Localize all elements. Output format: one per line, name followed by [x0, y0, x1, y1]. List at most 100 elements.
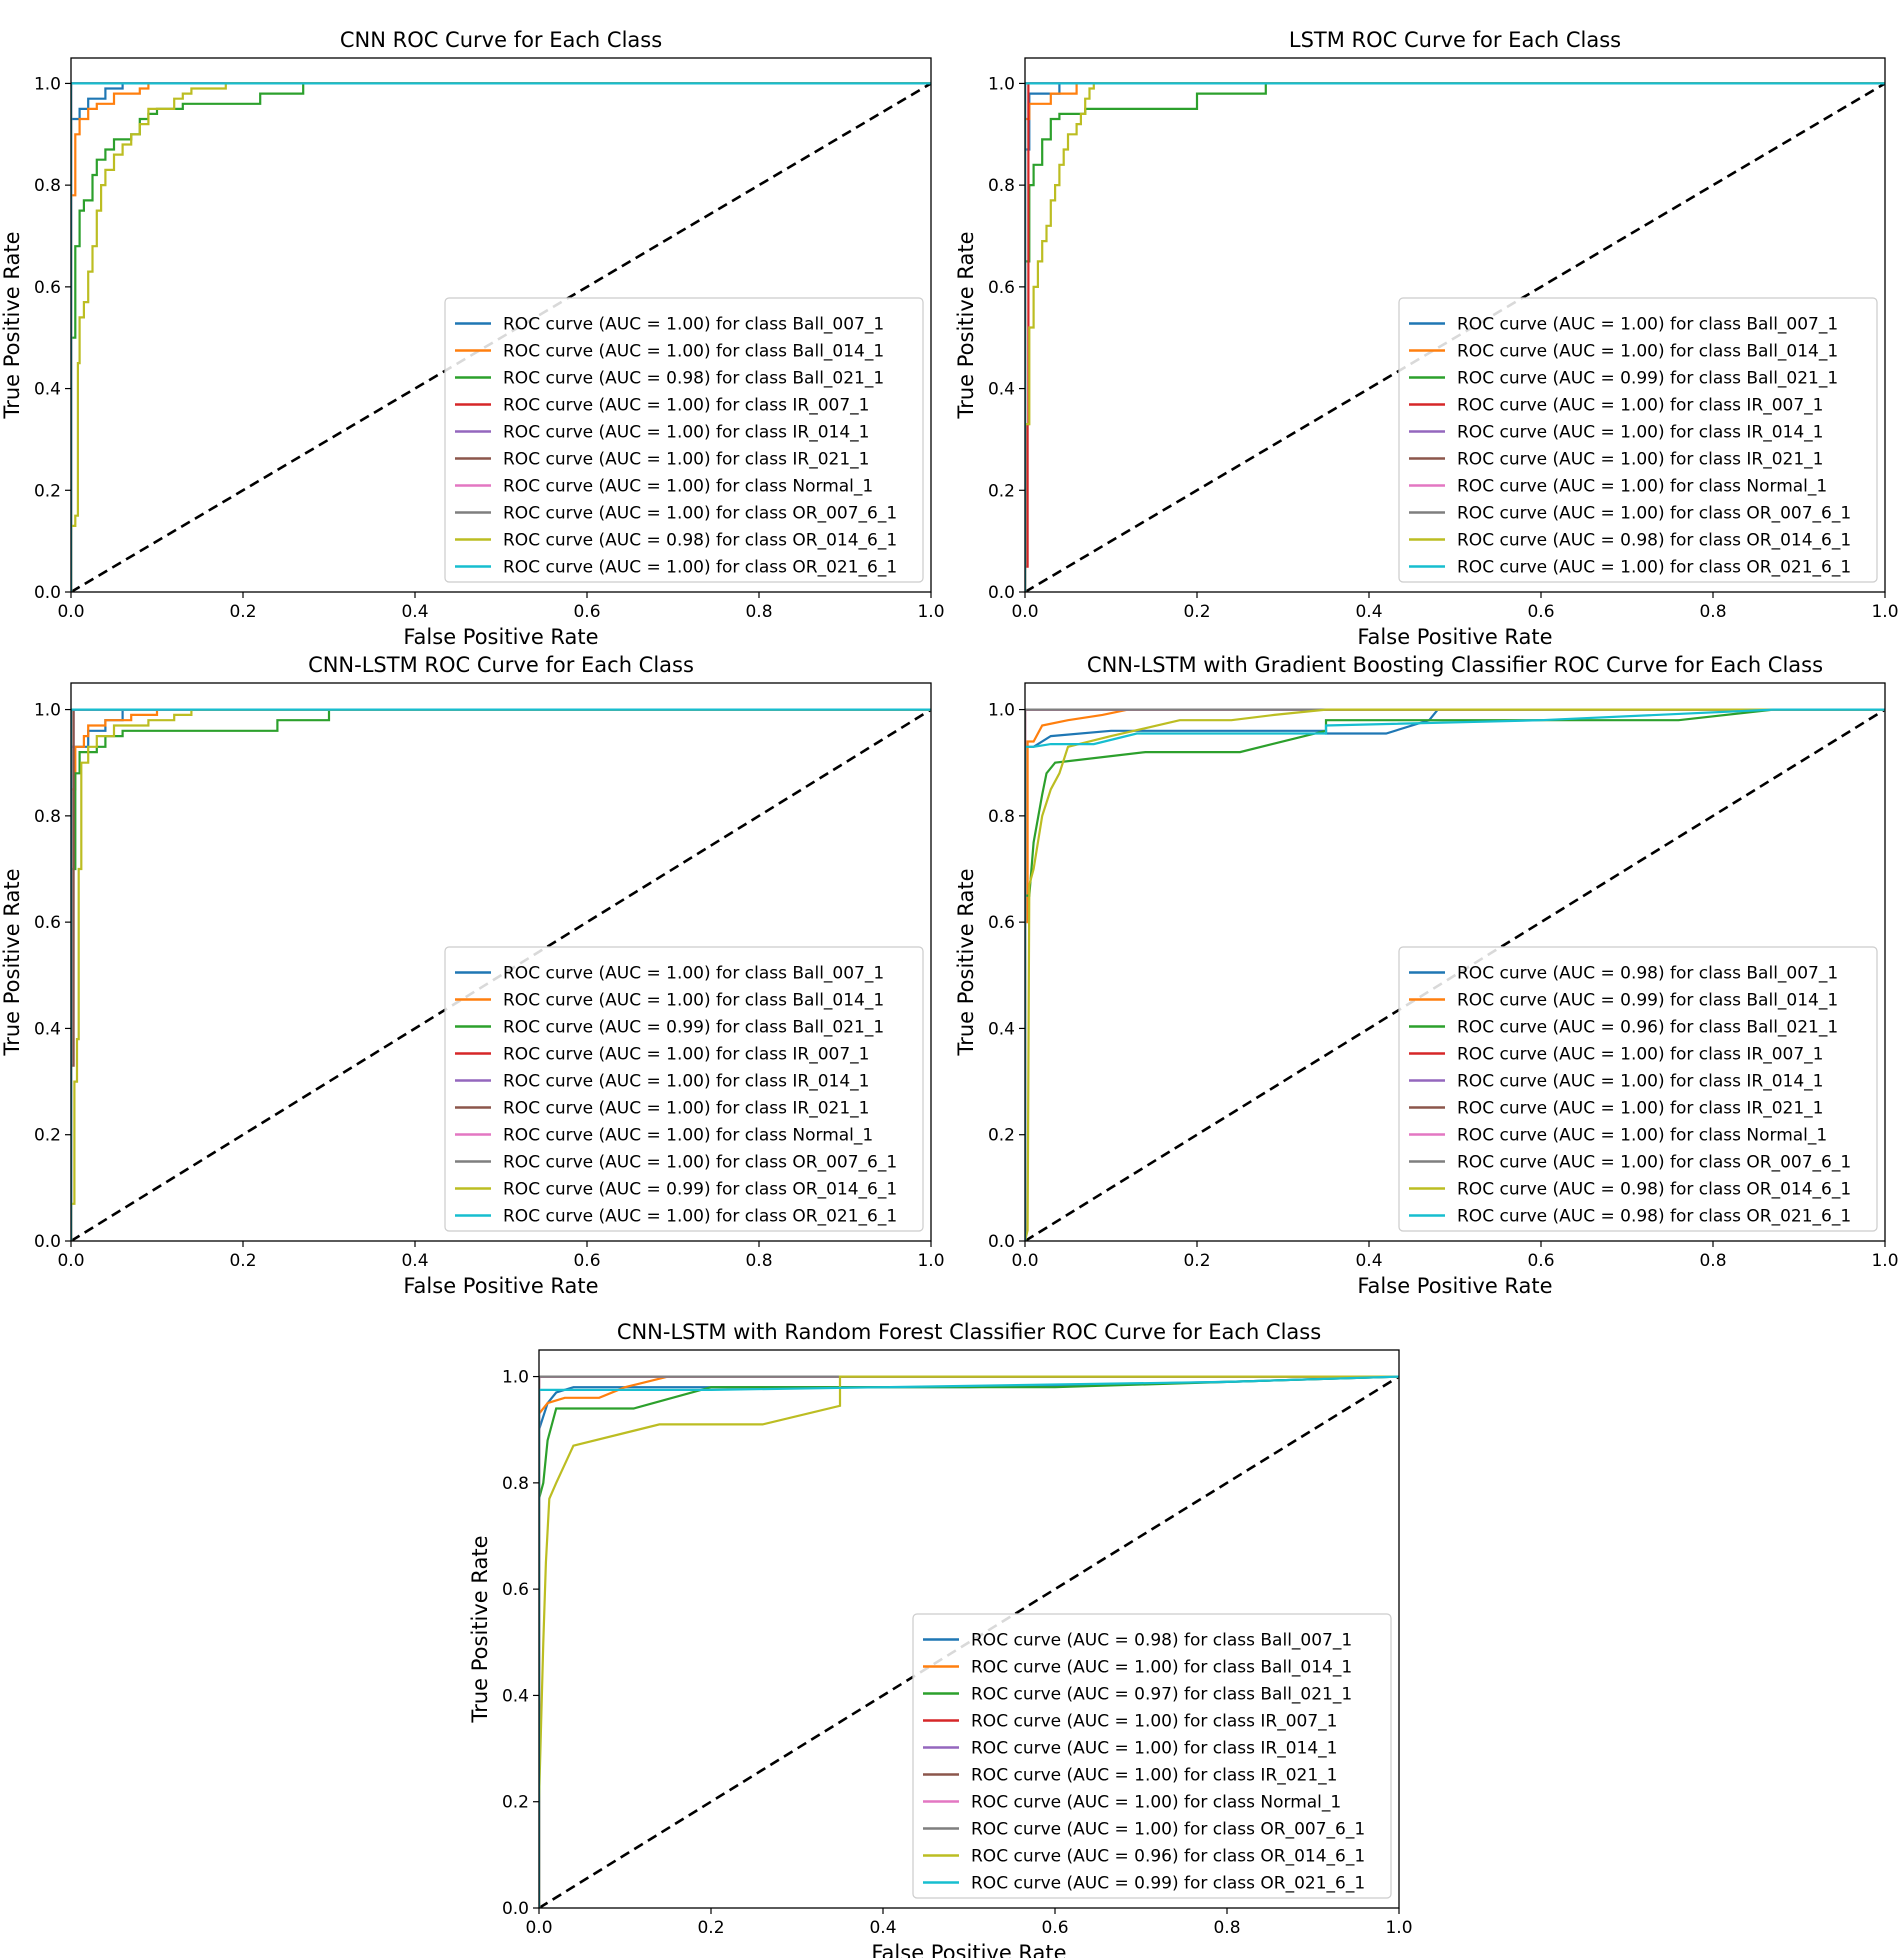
x-tick-label: 0.0 — [57, 1251, 84, 1271]
roc-series-OR_021_6_1 — [71, 708, 931, 1241]
chart-title: CNN-LSTM with Gradient Boosting Classifi… — [1087, 653, 1823, 677]
x-tick-label: 0.6 — [1527, 602, 1554, 622]
legend-box — [912, 1613, 1392, 1899]
x-tick-label: 0.8 — [745, 1251, 772, 1271]
roc-series-Ball_014_1 — [539, 1375, 1399, 1908]
legend-entry: ROC curve (AUC = 1.00) for class Ball_00… — [503, 964, 884, 984]
x-tick-label: 0.2 — [229, 602, 256, 622]
legend-entry: ROC curve (AUC = 1.00) for class OR_021_… — [1457, 558, 1851, 578]
chart-title: LSTM ROC Curve for Each Class — [1289, 28, 1621, 52]
y-tick-label: 0.0 — [502, 1899, 529, 1919]
x-tick-label: 1.0 — [917, 602, 944, 622]
roc-series-OR_014_6_1 — [1025, 82, 1885, 592]
y-tick-label: 0.2 — [988, 481, 1015, 501]
y-tick-label: 0.2 — [34, 1126, 61, 1146]
y-tick-label: 0.8 — [502, 1474, 529, 1494]
axes-frame — [70, 682, 932, 1242]
y-tick-label: 0.0 — [988, 583, 1015, 603]
x-tick-label: 1.0 — [1871, 1251, 1898, 1271]
x-axis-label: False Positive Rate — [403, 1274, 598, 1298]
legend-entry: ROC curve (AUC = 0.99) for class Ball_02… — [1457, 369, 1838, 389]
legend-box — [444, 297, 924, 583]
x-axis-label: False Positive Rate — [1357, 625, 1552, 649]
y-axis-label: True Positive Rate — [0, 231, 24, 419]
roc-series-OR_021_6_1 — [1025, 82, 1885, 592]
roc-series-OR_014_6_1 — [71, 708, 931, 1241]
y-tick-label: 0.0 — [34, 583, 61, 603]
legend-box — [1398, 946, 1878, 1232]
legend-entry: ROC curve (AUC = 1.00) for class OR_007_… — [971, 1820, 1365, 1840]
y-tick-label: 0.8 — [34, 176, 61, 196]
legend-entry: ROC curve (AUC = 1.00) for class Ball_01… — [503, 342, 884, 362]
legend: ROC curve (AUC = 1.00) for class Ball_00… — [1398, 297, 1878, 583]
y-tick-label: 0.4 — [34, 380, 61, 400]
legend-entry: ROC curve (AUC = 0.98) for class OR_014_… — [1457, 1180, 1851, 1200]
legend-entry: ROC curve (AUC = 0.96) for class OR_014_… — [971, 1847, 1365, 1867]
x-axis-label: False Positive Rate — [871, 1941, 1066, 1958]
legend-entry: ROC curve (AUC = 1.00) for class IR_021_… — [503, 1099, 870, 1119]
chart-title: CNN ROC Curve for Each Class — [340, 28, 662, 52]
roc-series-OR_014_6_1 — [71, 82, 931, 592]
roc-panel-3: CNN-LSTM ROC Curve for Each Class 0.0 0.2 0… — [0, 653, 945, 1298]
x-tick-label: 0.6 — [1041, 1918, 1068, 1938]
roc-panel-5: CNN-LSTM with Random Forest Classifier R… — [468, 1320, 1413, 1958]
x-tick-label: 0.0 — [57, 602, 84, 622]
legend-entry: ROC curve (AUC = 1.00) for class IR_014_… — [1457, 1072, 1824, 1092]
x-tick-label: 0.2 — [229, 1251, 256, 1271]
legend-entry: ROC curve (AUC = 1.00) for class Normal_… — [1457, 1126, 1827, 1146]
legend-entry: ROC curve (AUC = 0.99) for class OR_014_… — [503, 1180, 897, 1200]
x-tick-label: 0.4 — [1355, 1251, 1382, 1271]
legend-entry: ROC curve (AUC = 1.00) for class Normal_… — [503, 1126, 873, 1146]
legend-box — [1398, 297, 1878, 583]
x-tick-label: 0.0 — [525, 1918, 552, 1938]
roc-series-Ball_014_1 — [1025, 82, 1885, 592]
roc-series-Ball_021_1 — [71, 82, 931, 592]
chart-title: CNN-LSTM with Random Forest Classifier R… — [617, 1320, 1321, 1344]
y-axis-label: True Positive Rate — [954, 868, 978, 1056]
y-tick-label: 0.0 — [34, 1232, 61, 1252]
axes-frame — [70, 57, 932, 593]
x-tick-label: 0.2 — [697, 1918, 724, 1938]
x-tick-label: 0.8 — [1699, 602, 1726, 622]
roc-series-OR_021_6_1 — [1025, 708, 1885, 1241]
legend-entry: ROC curve (AUC = 1.00) for class IR_007_… — [1457, 396, 1824, 416]
x-tick-label: 0.6 — [573, 602, 600, 622]
legend-entry: ROC curve (AUC = 1.00) for class IR_007_… — [503, 1045, 870, 1065]
axes-frame — [1024, 682, 1886, 1242]
legend-entry: ROC curve (AUC = 0.99) for class Ball_02… — [503, 1018, 884, 1038]
y-tick-label: 1.0 — [988, 74, 1015, 94]
legend-entry: ROC curve (AUC = 0.98) for class Ball_00… — [971, 1631, 1352, 1651]
y-tick-label: 0.8 — [988, 176, 1015, 196]
x-tick-label: 0.0 — [1011, 1251, 1038, 1271]
roc-series-OR_014_6_1 — [1025, 708, 1885, 1241]
legend-entry: ROC curve (AUC = 1.00) for class IR_007_… — [503, 396, 870, 416]
y-tick-label: 0.0 — [988, 1232, 1015, 1252]
legend-entry: ROC curve (AUC = 0.98) for class OR_021_… — [1457, 1207, 1851, 1227]
y-tick-label: 0.2 — [502, 1793, 529, 1813]
legend-entry: ROC curve (AUC = 1.00) for class Ball_01… — [1457, 342, 1838, 362]
roc-series-Ball_014_1 — [1025, 708, 1885, 1241]
roc-series-OR_014_6_1 — [539, 1375, 1399, 1908]
legend: ROC curve (AUC = 0.98) for class Ball_00… — [1398, 946, 1878, 1232]
legend-entry: ROC curve (AUC = 0.99) for class OR_021_… — [971, 1874, 1365, 1894]
roc-series-OR_021_6_1 — [539, 1375, 1399, 1908]
legend-entry: ROC curve (AUC = 1.00) for class IR_021_… — [971, 1766, 1338, 1786]
legend-entry: ROC curve (AUC = 1.00) for class OR_007_… — [1457, 1153, 1851, 1173]
legend-entry: ROC curve (AUC = 1.00) for class IR_021_… — [1457, 450, 1824, 470]
x-axis-label: False Positive Rate — [403, 625, 598, 649]
x-tick-label: 0.8 — [1699, 1251, 1726, 1271]
legend-entry: ROC curve (AUC = 1.00) for class IR_014_… — [503, 423, 870, 443]
legend-entry: ROC curve (AUC = 0.96) for class Ball_02… — [1457, 1018, 1838, 1038]
axes-frame — [538, 1349, 1400, 1909]
legend-entry: ROC curve (AUC = 1.00) for class IR_007_… — [971, 1712, 1338, 1732]
y-tick-label: 0.4 — [34, 1019, 61, 1039]
y-tick-label: 0.2 — [988, 1126, 1015, 1146]
y-axis-label: True Positive Rate — [468, 1535, 492, 1723]
legend-entry: ROC curve (AUC = 1.00) for class IR_014_… — [1457, 423, 1824, 443]
legend-entry: ROC curve (AUC = 0.99) for class Ball_01… — [1457, 991, 1838, 1011]
y-tick-label: 0.2 — [34, 481, 61, 501]
legend-entry: ROC curve (AUC = 0.98) for class OR_014_… — [1457, 531, 1851, 551]
legend: ROC curve (AUC = 1.00) for class Ball_00… — [444, 946, 924, 1232]
x-tick-label: 0.2 — [1183, 1251, 1210, 1271]
y-tick-label: 1.0 — [988, 701, 1015, 721]
